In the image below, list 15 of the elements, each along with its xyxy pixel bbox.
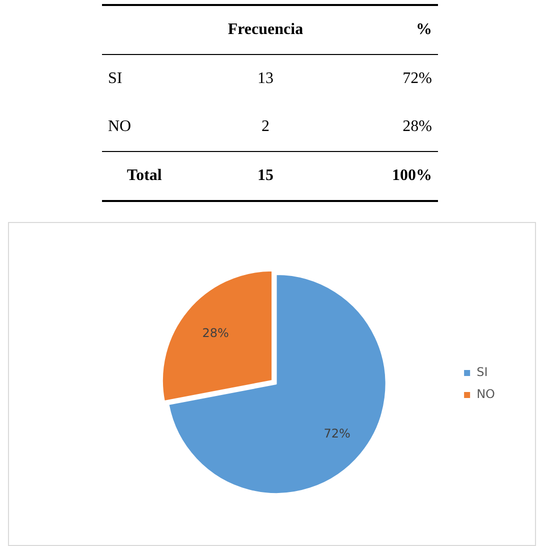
- text: 72%: [402, 70, 432, 87]
- text: 100%: [344, 152, 438, 201]
- category-label: NO: [108, 118, 132, 135]
- text: %: [344, 5, 438, 54]
- legend-label: SI: [476, 365, 488, 380]
- text: 15: [186, 152, 344, 201]
- category-label: SI: [108, 70, 122, 87]
- data-label: 28%: [202, 326, 229, 340]
- text: Total: [102, 152, 187, 201]
- text: Frecuencia: [186, 5, 344, 54]
- legend-label: NO: [476, 387, 495, 402]
- text: 13: [256, 69, 274, 89]
- data-label: 72%: [324, 426, 350, 440]
- text: 2: [260, 117, 270, 137]
- text: 28%: [402, 118, 432, 135]
